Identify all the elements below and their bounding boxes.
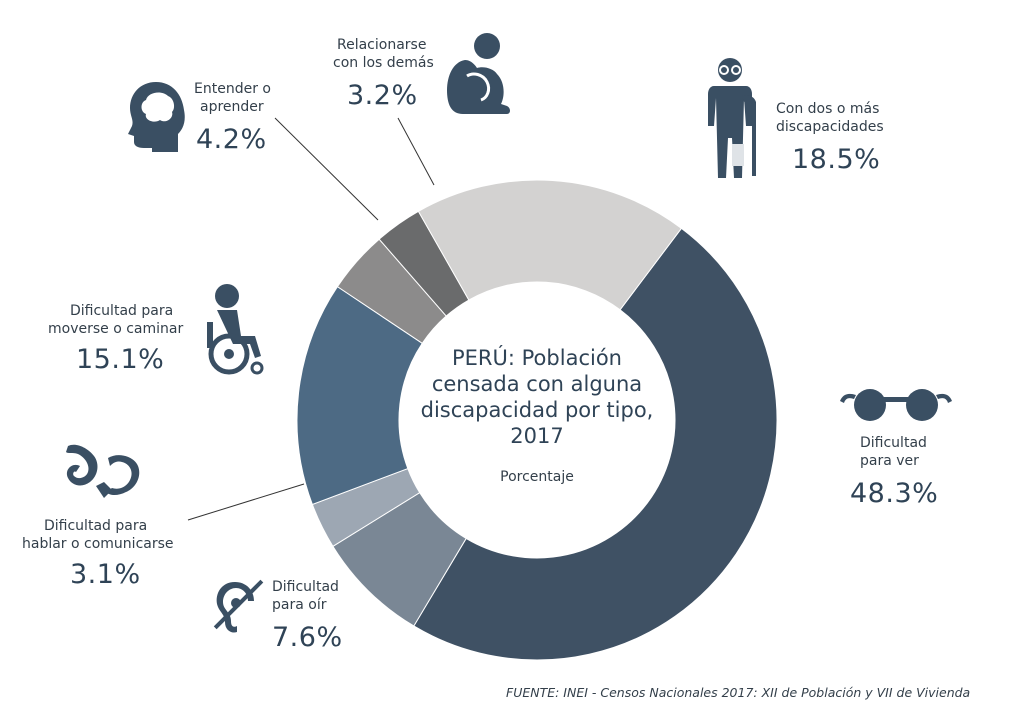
- ear-crossed-icon: [213, 579, 264, 633]
- head-brain-icon: [128, 82, 185, 152]
- label-entender-line2: aprender: [200, 99, 264, 115]
- elderly-person-cane-icon: [708, 58, 756, 178]
- label-oir-line2: para oír: [272, 597, 327, 613]
- chart-title: PERÚ: Población censada con alguna disca…: [412, 345, 662, 449]
- donut-slice-7: [417, 179, 683, 311]
- label-ver-value: 48.3%: [850, 478, 939, 509]
- label-ver-line2: para ver: [860, 453, 919, 469]
- donut-slice-1: [413, 227, 778, 661]
- label-dos: Con dos o más discapacidades 18.5%: [776, 100, 884, 176]
- sign-language-hands-icon: [66, 444, 140, 498]
- label-hablar-line1: Dificultad para: [44, 518, 148, 534]
- chart-subtitle: Porcentaje: [500, 469, 574, 485]
- label-entender: Entender o aprender 4.2%: [194, 80, 271, 156]
- label-relacionarse-value: 3.2%: [347, 80, 418, 111]
- label-ver: Dificultad para ver 48.3%: [850, 434, 938, 510]
- label-moverse-line2: moverse o caminar: [48, 321, 184, 337]
- sitting-person-icon: [447, 33, 510, 114]
- label-ver-line1: Dificultad: [860, 435, 927, 451]
- leader-line-relacionarse: [397, 117, 435, 186]
- label-moverse-value: 15.1%: [76, 344, 165, 375]
- chart-title-line-4: 2017: [510, 424, 564, 448]
- eyeglasses-icon: [840, 389, 952, 421]
- label-entender-value: 4.2%: [196, 124, 267, 155]
- label-hablar: Dificultad para hablar o comunicarse 3.1…: [22, 517, 174, 591]
- label-hablar-line2: hablar o comunicarse: [22, 536, 174, 552]
- label-relacionarse-line2: con los demás: [333, 55, 434, 71]
- label-relacionarse-line1: Relacionarse: [337, 37, 427, 53]
- label-hablar-value: 3.1%: [70, 559, 141, 590]
- leader-line-entender: [274, 117, 379, 221]
- chart-title-line-1: PERÚ: Población: [452, 346, 622, 370]
- wheelchair-icon: [207, 284, 264, 375]
- leader-line-hablar: [187, 483, 305, 521]
- label-oir-line1: Dificultad: [272, 579, 339, 595]
- label-oir: Dificultad para oír 7.6%: [272, 578, 343, 654]
- label-oir-value: 7.6%: [272, 622, 343, 653]
- label-dos-value: 18.5%: [792, 144, 881, 175]
- label-dos-line1: Con dos o más: [776, 101, 880, 117]
- label-entender-line1: Entender o: [194, 81, 271, 97]
- label-relacionarse: Relacionarse con los demás 3.2%: [333, 36, 434, 112]
- chart-title-line-3: discapacidad por tipo,: [420, 398, 654, 422]
- label-moverse: Dificultad para moverse o caminar 15.1%: [48, 302, 183, 376]
- label-moverse-line1: Dificultad para: [70, 303, 174, 319]
- source-note: FUENTE: INEI - Censos Nacionales 2017: X…: [506, 685, 971, 700]
- chart-title-line-2: censada con alguna: [431, 372, 643, 396]
- label-dos-line2: discapacidades: [776, 119, 884, 135]
